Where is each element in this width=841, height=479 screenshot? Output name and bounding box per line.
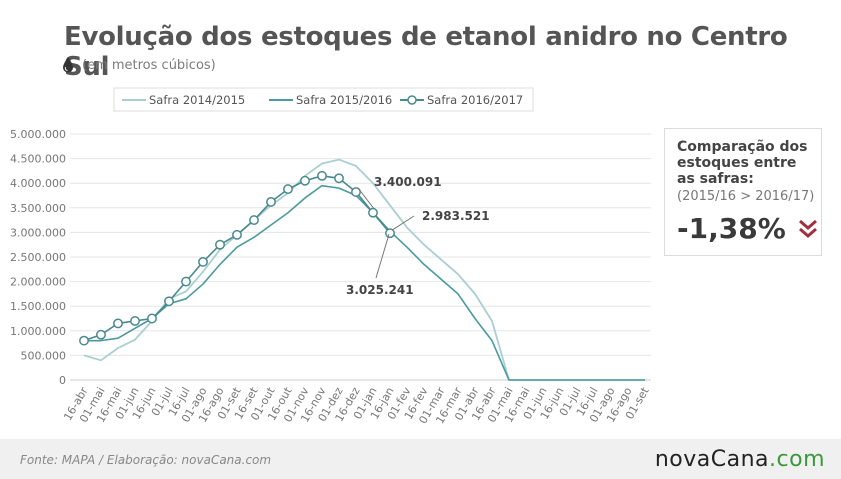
series-marker <box>181 276 191 287</box>
y-tick-label: 3.500.000 <box>10 202 66 215</box>
oil-drop-icon <box>63 57 73 73</box>
footer: Fonte: MAPA / Elaboração: novaCana.com n… <box>0 439 841 479</box>
series-marker <box>130 316 140 326</box>
series-marker <box>249 215 259 226</box>
comparison-box: Comparação dos estoques entre as safras:… <box>664 128 822 256</box>
series-marker <box>113 318 123 329</box>
series-marker <box>198 256 208 267</box>
series-line-3 <box>83 175 391 342</box>
series-line-2 <box>84 184 645 381</box>
y-tick-label: 1.500.000 <box>10 300 66 313</box>
y-tick-label: 2.500.000 <box>10 251 66 264</box>
legend-box <box>113 87 534 112</box>
series-marker <box>334 173 344 184</box>
annotation-label: 3.025.241 <box>346 283 414 297</box>
series-marker <box>164 296 174 307</box>
series-marker <box>300 175 310 186</box>
y-tick-label: 2.000.000 <box>10 276 66 289</box>
y-tick-label: 0 <box>59 374 66 387</box>
series-marker <box>385 228 395 239</box>
comparison-title: Comparação dos estoques entre as safras: <box>677 139 808 187</box>
y-tick-label: 3.000.000 <box>10 226 66 239</box>
series-marker <box>79 335 89 346</box>
double-chevron-down-icon <box>798 219 817 238</box>
comparison-value: -1,38% <box>677 212 786 245</box>
legend-marker <box>407 95 417 105</box>
source-text: Fonte: MAPA / Elaboração: novaCana.com <box>20 453 272 467</box>
legend-label: Safra 2016/2017 <box>427 93 523 107</box>
y-tick-label: 4.000.000 <box>10 177 66 190</box>
annotation-label: 3.400.091 <box>374 175 442 189</box>
annotation-leader <box>375 234 390 279</box>
comparison-subtitle: (2015/16 > 2016/17) <box>677 189 815 204</box>
series-marker <box>215 239 225 250</box>
novacana-logo[interactable]: novaCana.com <box>655 447 825 472</box>
logo-text-main: novaCana <box>654 447 770 472</box>
legend-label: Safra 2015/2016 <box>296 93 392 107</box>
y-tick-label: 4.500.000 <box>10 153 66 166</box>
series-marker <box>317 170 327 181</box>
series-marker <box>351 187 361 198</box>
series-line-1 <box>83 158 645 381</box>
legend-label: Safra 2014/2015 <box>149 93 245 107</box>
y-tick-label: 5.000.000 <box>10 128 66 141</box>
chart-title: Evolução dos estoques de etanol anidro n… <box>64 22 788 82</box>
series-marker <box>368 207 378 218</box>
series-marker <box>232 229 242 240</box>
logo-text-domain: .com <box>769 447 825 472</box>
annotation-label: 2.983.521 <box>422 209 490 223</box>
comparison-value-row: -1,38% <box>677 212 821 245</box>
chart-subtitle: (em metros cúbicos) <box>82 57 216 73</box>
annotation-leader <box>357 187 375 210</box>
series-marker <box>266 196 276 207</box>
annotation-leader <box>391 215 415 231</box>
subtitle-row: (em metros cúbicos) <box>62 56 216 74</box>
line-chart: 0 500.000 1.000.000 1.500.000 2.000.000 2.500… <box>10 87 652 426</box>
y-tick-label: 1.000.000 <box>10 325 66 338</box>
y-tick-label: 500.000 <box>21 349 67 362</box>
series-marker <box>96 329 106 340</box>
series-marker <box>147 313 157 324</box>
series-marker <box>283 184 293 195</box>
